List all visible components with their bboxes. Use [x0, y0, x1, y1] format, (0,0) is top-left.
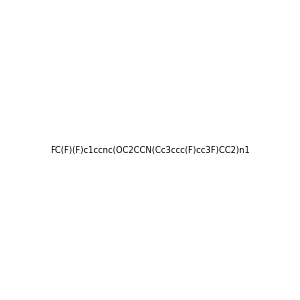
Text: FC(F)(F)c1ccnc(OC2CCN(Cc3ccc(F)cc3F)CC2)n1: FC(F)(F)c1ccnc(OC2CCN(Cc3ccc(F)cc3F)CC2)…: [50, 146, 250, 154]
